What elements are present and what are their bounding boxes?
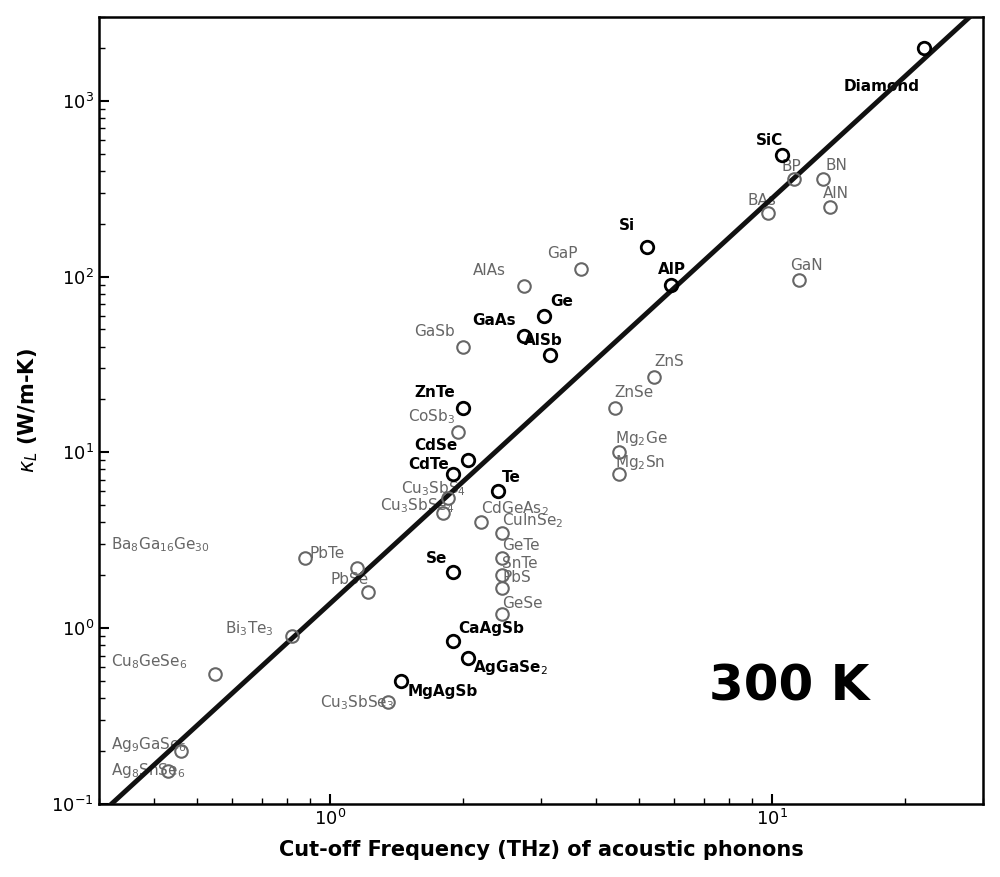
Text: GeTe: GeTe [502, 538, 540, 553]
Text: SnTe: SnTe [502, 555, 538, 571]
Text: AlSb: AlSb [524, 333, 563, 348]
Text: Ge: Ge [550, 294, 573, 309]
Text: Ba$_8$Ga$_{16}$Ge$_{30}$: Ba$_8$Ga$_{16}$Ge$_{30}$ [111, 535, 210, 553]
Text: Te: Te [502, 470, 521, 485]
Text: Si: Si [619, 218, 635, 233]
Text: Mg$_2$Ge: Mg$_2$Ge [615, 429, 667, 448]
X-axis label: Cut-off Frequency (THz) of acoustic phonons: Cut-off Frequency (THz) of acoustic phon… [279, 840, 803, 860]
Text: ZnTe: ZnTe [414, 385, 455, 400]
Text: Cu$_3$SbSe$_3$: Cu$_3$SbSe$_3$ [320, 693, 394, 711]
Text: Ag$_8$SnSe$_6$: Ag$_8$SnSe$_6$ [111, 761, 185, 781]
Text: PbTe: PbTe [310, 546, 345, 561]
Text: BP: BP [782, 160, 801, 175]
Text: Cu$_3$SbS$_4$: Cu$_3$SbS$_4$ [401, 480, 466, 498]
Text: CdSe: CdSe [414, 438, 457, 453]
Text: Cu$_3$SbSe$_4$: Cu$_3$SbSe$_4$ [380, 496, 455, 515]
Text: GaN: GaN [791, 259, 823, 274]
Text: GaP: GaP [547, 246, 578, 261]
Text: BN: BN [826, 158, 848, 173]
Text: MgAgSb: MgAgSb [408, 683, 478, 699]
Text: CdGeAs$_2$: CdGeAs$_2$ [481, 499, 549, 517]
Text: Bi$_3$Te$_3$: Bi$_3$Te$_3$ [225, 619, 274, 638]
Text: PbSe: PbSe [330, 572, 368, 587]
Text: SiC: SiC [756, 133, 784, 148]
Text: CoSb$_3$: CoSb$_3$ [408, 407, 455, 426]
Y-axis label: $\kappa_L$ (W/m-K): $\kappa_L$ (W/m-K) [17, 348, 40, 473]
Text: 300 K: 300 K [709, 662, 869, 710]
Text: AgGaSe$_2$: AgGaSe$_2$ [473, 658, 547, 677]
Text: GeSe: GeSe [502, 596, 543, 611]
Text: CuInSe$_2$: CuInSe$_2$ [502, 511, 564, 530]
Text: Mg$_2$Sn: Mg$_2$Sn [615, 453, 665, 472]
Text: Diamond: Diamond [844, 79, 920, 94]
Text: ZnS: ZnS [654, 353, 684, 368]
Text: Se: Se [426, 551, 448, 566]
Text: BAs: BAs [748, 193, 777, 208]
Text: PbS: PbS [502, 570, 531, 585]
Text: ZnSe: ZnSe [615, 385, 654, 400]
Text: AlP: AlP [657, 261, 685, 277]
Text: CdTe: CdTe [408, 457, 449, 473]
Text: GaAs: GaAs [473, 313, 516, 328]
Text: AlAs: AlAs [473, 263, 506, 278]
Text: Cu$_8$GeSe$_6$: Cu$_8$GeSe$_6$ [111, 652, 187, 671]
Text: Ag$_9$GaSe$_6$: Ag$_9$GaSe$_6$ [111, 735, 187, 753]
Text: GaSb: GaSb [414, 324, 455, 339]
Text: CaAgSb: CaAgSb [458, 621, 524, 636]
Text: AlN: AlN [823, 187, 849, 202]
